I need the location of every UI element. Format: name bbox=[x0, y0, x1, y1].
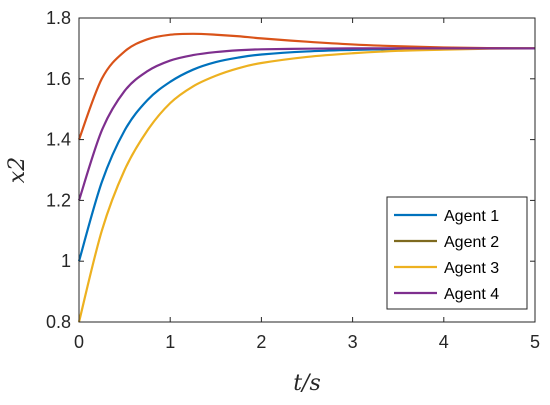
legend-label-agent-4: Agent 4 bbox=[444, 286, 499, 303]
x-axis-label: t/s bbox=[293, 371, 321, 396]
y-axis-label: x2 bbox=[5, 157, 30, 183]
series-line-agent-3 bbox=[77, 47, 536, 323]
x-tick-label: 1 bbox=[165, 332, 175, 352]
y-tick-label: 1.6 bbox=[46, 69, 71, 89]
plot-frame bbox=[78, 17, 536, 323]
legend-label-agent-1: Agent 1 bbox=[444, 208, 499, 225]
y-tick-label: 0.8 bbox=[46, 312, 71, 332]
x-tick-label: 2 bbox=[256, 332, 266, 352]
y-tick-label: 1.4 bbox=[46, 130, 71, 150]
y-tick-label: 1.2 bbox=[46, 190, 71, 210]
legend-label-agent-3: Agent 3 bbox=[444, 260, 499, 277]
y-tick-label: 1.8 bbox=[46, 8, 71, 28]
x-tick-label: 4 bbox=[439, 332, 449, 352]
svg-text:x2: x2 bbox=[5, 157, 30, 183]
ticks-layer: 0 1 2 3 4 5 0.8 1 1.2 1.4 1.6 1.8 bbox=[46, 8, 540, 352]
x-tick-label: 3 bbox=[348, 332, 358, 352]
legend-label-agent-2: Agent 2 bbox=[444, 234, 499, 251]
series-line-agent-4 bbox=[77, 47, 535, 201]
y-tick-label: 1 bbox=[61, 251, 71, 271]
legend: Agent 1 Agent 2 Agent 3 Agent 4 bbox=[386, 196, 528, 310]
series-line-agent-2 bbox=[77, 32, 536, 140]
x-tick-label: 5 bbox=[530, 332, 540, 352]
x-tick-label: 0 bbox=[74, 332, 84, 352]
series-layer bbox=[77, 32, 536, 323]
